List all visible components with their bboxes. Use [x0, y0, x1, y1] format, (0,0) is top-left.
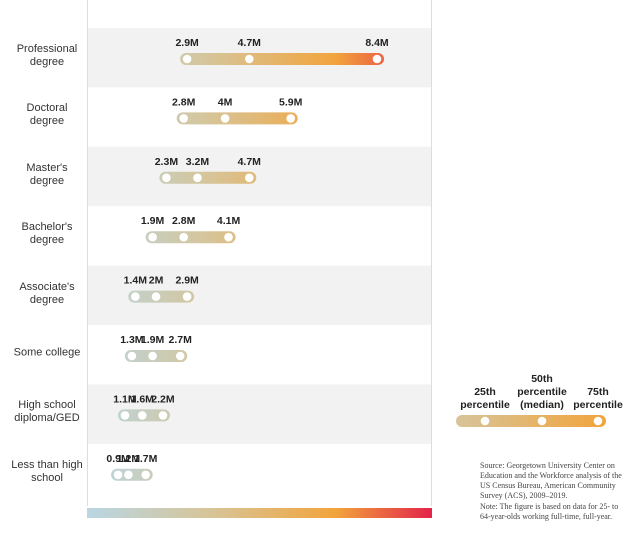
- percentile-dot: [179, 114, 188, 123]
- range-bar: [180, 53, 384, 65]
- percentile-dot: [372, 54, 382, 64]
- category-label: Master's degree: [26, 161, 68, 187]
- value-label: 2.7M: [169, 334, 193, 346]
- category-label: Some college: [13, 346, 81, 359]
- percentile-dot: [124, 470, 133, 480]
- percentile-dot: [182, 292, 192, 301]
- value-label: 8.4M: [365, 37, 389, 49]
- value-label: 3.2M: [186, 156, 210, 168]
- value-label: 2M: [149, 275, 164, 287]
- percentile-dot: [162, 173, 171, 183]
- percentile-dot: [141, 470, 150, 480]
- value-label: 2.9M: [175, 275, 199, 287]
- value-label: 2.8M: [172, 215, 196, 227]
- value-label: 2.3M: [155, 156, 179, 168]
- percentile-dot: [224, 232, 233, 242]
- category-label: High school diploma/GED: [14, 399, 80, 425]
- legend-dot: [593, 416, 603, 426]
- range-bar: [145, 231, 236, 244]
- value-label: 1.9M: [141, 334, 165, 346]
- value-label: 1.4M: [124, 275, 148, 287]
- value-label: 2.2M: [151, 393, 175, 405]
- category-label: Associate's degree: [19, 280, 75, 306]
- percentile-dot: [131, 292, 140, 301]
- category-label: Professional degree: [16, 43, 78, 68]
- legend-dot: [537, 416, 547, 426]
- value-label: 1.1M: [113, 393, 137, 405]
- value-label: 0.9M: [106, 453, 130, 465]
- range-bar: [159, 171, 257, 184]
- category-label: Doctoral degree: [26, 102, 68, 128]
- percentile-dot: [286, 114, 295, 123]
- percentile-dot: [148, 232, 157, 242]
- color-scale: [87, 508, 432, 518]
- legend-label: 75th percentile: [573, 386, 623, 411]
- range-bar: [128, 290, 195, 303]
- percentile-dot: [244, 54, 254, 64]
- percentile-dot: [158, 411, 168, 420]
- percentile-dot: [220, 114, 230, 123]
- value-label: 1.2M: [117, 453, 141, 465]
- percentile-dot: [193, 173, 202, 183]
- row-band: [87, 146, 432, 207]
- legend-label: 25th percentile: [460, 386, 510, 411]
- percentile-dot: [179, 232, 188, 242]
- value-label: 1.3M: [120, 334, 144, 346]
- value-label: 5.9M: [279, 96, 303, 108]
- percentile-dot: [113, 470, 123, 480]
- value-label: 2.9M: [175, 37, 199, 49]
- value-label: 1.6M: [131, 393, 155, 405]
- percentile-dot: [244, 173, 254, 183]
- percentile-dot: [151, 292, 161, 301]
- percentile-dot: [175, 351, 185, 361]
- value-label: 4.7M: [238, 37, 262, 49]
- percentile-dot: [120, 411, 130, 420]
- range-bar: [176, 112, 298, 125]
- value-label: 1.7M: [134, 453, 158, 465]
- category-label: Less than high school: [11, 458, 83, 484]
- value-label: 4.7M: [238, 156, 262, 168]
- percentile-dot: [148, 351, 157, 361]
- percentile-dot: [127, 351, 137, 361]
- percentile-dot: [137, 411, 147, 420]
- value-label: 2.8M: [172, 96, 196, 108]
- legend-dot: [480, 416, 490, 426]
- value-label: 4.1M: [217, 215, 241, 227]
- footnote: Note: The figure is based on data for 25…: [480, 502, 619, 521]
- value-label: 1.9M: [141, 215, 165, 227]
- value-label: 4M: [218, 96, 233, 108]
- legend-bar: [456, 415, 606, 427]
- category-label: Bachelor's degree: [21, 221, 73, 247]
- legend-label: 50th percentile (median): [517, 373, 567, 411]
- percentile-dot: [182, 54, 192, 64]
- source-note: Source: Georgetown University Center on …: [480, 461, 622, 500]
